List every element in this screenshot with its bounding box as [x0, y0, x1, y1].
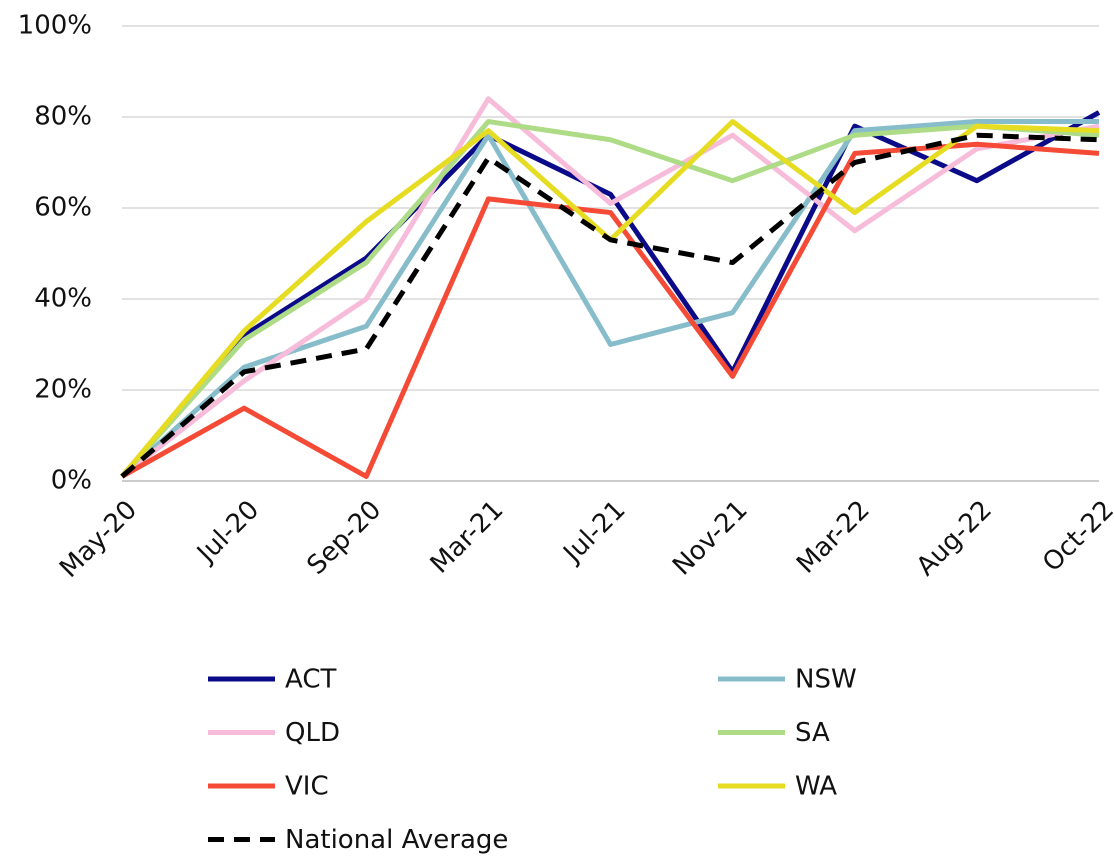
x-tick-label: Jul-20 — [190, 495, 265, 570]
series-line — [120, 119, 1100, 479]
series-line — [120, 132, 1100, 479]
y-tick-label: 100% — [18, 11, 92, 41]
x-tick-label: Mar-21 — [425, 495, 510, 580]
series-line — [120, 141, 1100, 479]
legend-label: WA — [795, 772, 837, 802]
legend-label: NSW — [795, 665, 857, 695]
legend-label: QLD — [285, 718, 340, 748]
x-tick-label: Oct-22 — [1037, 495, 1114, 578]
x-tick-label: May-20 — [54, 495, 143, 584]
legend-label: SA — [795, 718, 830, 748]
legend-label: National Average — [285, 825, 508, 855]
series-line — [120, 110, 1101, 479]
x-tick-label: Mar-22 — [791, 495, 876, 580]
legend-label: VIC — [285, 772, 329, 802]
y-tick-label: 60% — [34, 193, 92, 223]
x-tick-label: Sep-20 — [301, 495, 387, 581]
x-tick-label: Nov-21 — [667, 495, 754, 582]
legend-label: ACT — [285, 665, 336, 695]
x-tick-label: Aug-22 — [911, 495, 998, 582]
y-tick-label: 20% — [34, 375, 92, 405]
y-tick-label: 0% — [51, 466, 92, 496]
series-line — [120, 96, 1100, 479]
y-tick-label: 80% — [34, 102, 92, 132]
y-tick-label: 40% — [34, 284, 92, 314]
x-tick-label: Jul-21 — [557, 495, 632, 570]
